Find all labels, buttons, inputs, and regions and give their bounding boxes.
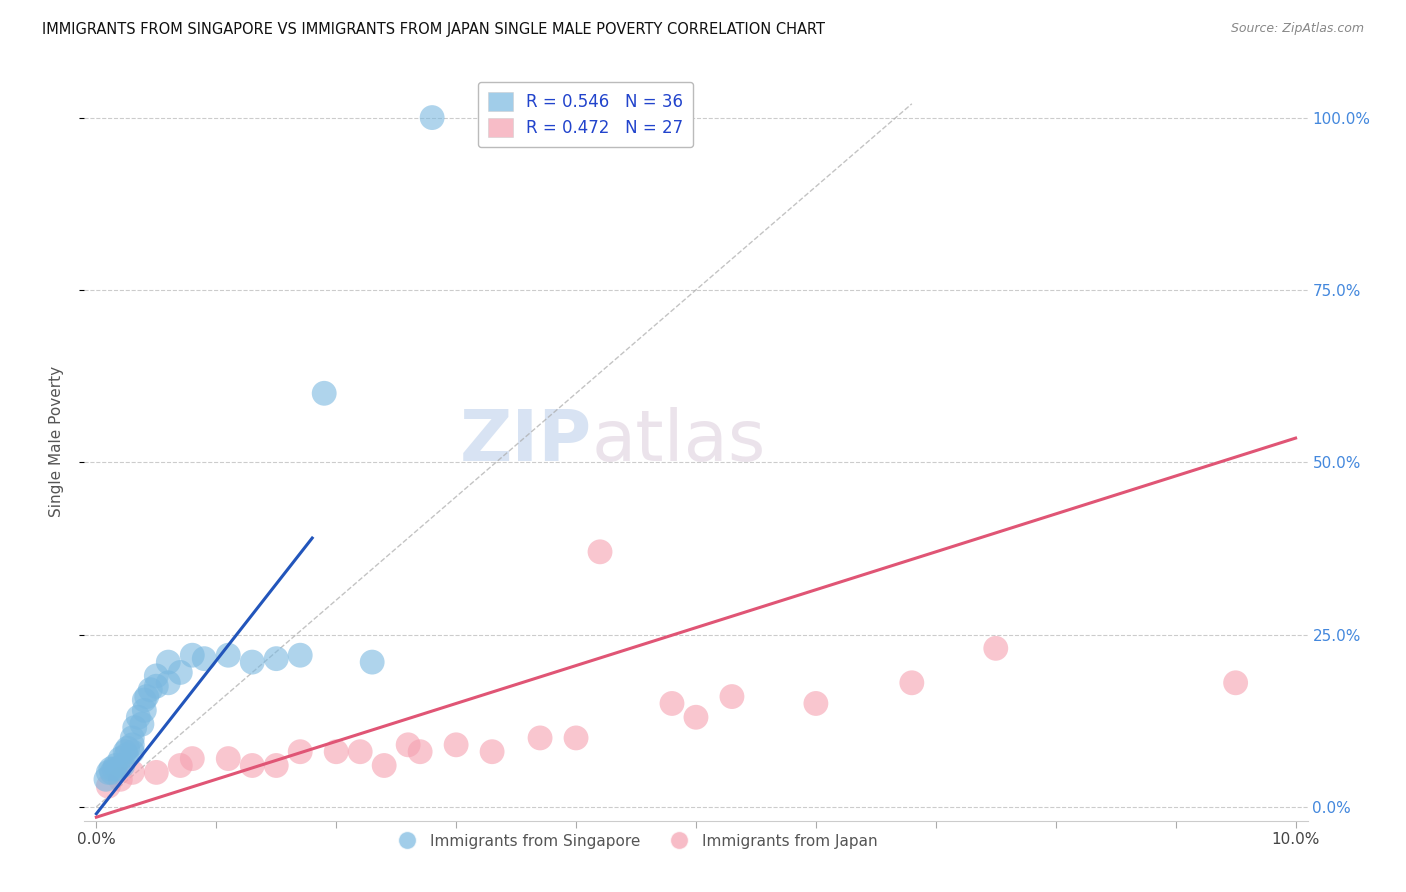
- Point: [101, 765, 124, 780]
- Point: [145, 669, 167, 683]
- Point: [131, 717, 153, 731]
- Point: [193, 651, 215, 665]
- Point: [121, 765, 143, 780]
- Point: [103, 762, 125, 776]
- Point: [134, 693, 156, 707]
- Point: [373, 758, 395, 772]
- Point: [240, 758, 263, 772]
- Point: [127, 710, 149, 724]
- Point: [111, 758, 134, 772]
- Point: [94, 772, 117, 787]
- Point: [104, 758, 127, 772]
- Point: [115, 748, 138, 763]
- Point: [100, 762, 122, 776]
- Legend: Immigrants from Singapore, Immigrants from Japan: Immigrants from Singapore, Immigrants fr…: [387, 828, 883, 855]
- Point: [721, 690, 744, 704]
- Point: [264, 651, 287, 665]
- Point: [901, 675, 924, 690]
- Text: atlas: atlas: [592, 407, 766, 476]
- Point: [325, 745, 347, 759]
- Point: [240, 655, 263, 669]
- Text: Source: ZipAtlas.com: Source: ZipAtlas.com: [1230, 22, 1364, 36]
- Point: [121, 738, 143, 752]
- Point: [290, 745, 312, 759]
- Point: [145, 765, 167, 780]
- Point: [124, 721, 146, 735]
- Point: [110, 772, 132, 787]
- Point: [121, 731, 143, 745]
- Point: [361, 655, 384, 669]
- Point: [420, 111, 443, 125]
- Point: [409, 745, 432, 759]
- Point: [589, 545, 612, 559]
- Point: [157, 655, 180, 669]
- Point: [565, 731, 588, 745]
- Point: [396, 738, 419, 752]
- Point: [314, 386, 336, 401]
- Point: [117, 741, 139, 756]
- Point: [984, 641, 1007, 656]
- Point: [181, 648, 204, 663]
- Point: [181, 751, 204, 765]
- Point: [169, 665, 191, 680]
- Point: [169, 758, 191, 772]
- Point: [444, 738, 467, 752]
- Point: [661, 697, 683, 711]
- Point: [114, 745, 136, 759]
- Point: [804, 697, 827, 711]
- Text: IMMIGRANTS FROM SINGAPORE VS IMMIGRANTS FROM JAPAN SINGLE MALE POVERTY CORRELATI: IMMIGRANTS FROM SINGAPORE VS IMMIGRANTS …: [42, 22, 825, 37]
- Point: [529, 731, 551, 745]
- Point: [97, 765, 120, 780]
- Point: [134, 703, 156, 717]
- Point: [1225, 675, 1247, 690]
- Point: [217, 751, 239, 765]
- Point: [135, 690, 157, 704]
- Text: ZIP: ZIP: [460, 407, 592, 476]
- Point: [121, 745, 143, 759]
- Point: [217, 648, 239, 663]
- Point: [264, 758, 287, 772]
- Point: [107, 762, 129, 776]
- Point: [145, 679, 167, 693]
- Point: [157, 675, 180, 690]
- Y-axis label: Single Male Poverty: Single Male Poverty: [49, 366, 63, 517]
- Point: [110, 751, 132, 765]
- Point: [97, 779, 120, 793]
- Point: [139, 682, 162, 697]
- Point: [685, 710, 707, 724]
- Point: [481, 745, 503, 759]
- Point: [349, 745, 371, 759]
- Point: [290, 648, 312, 663]
